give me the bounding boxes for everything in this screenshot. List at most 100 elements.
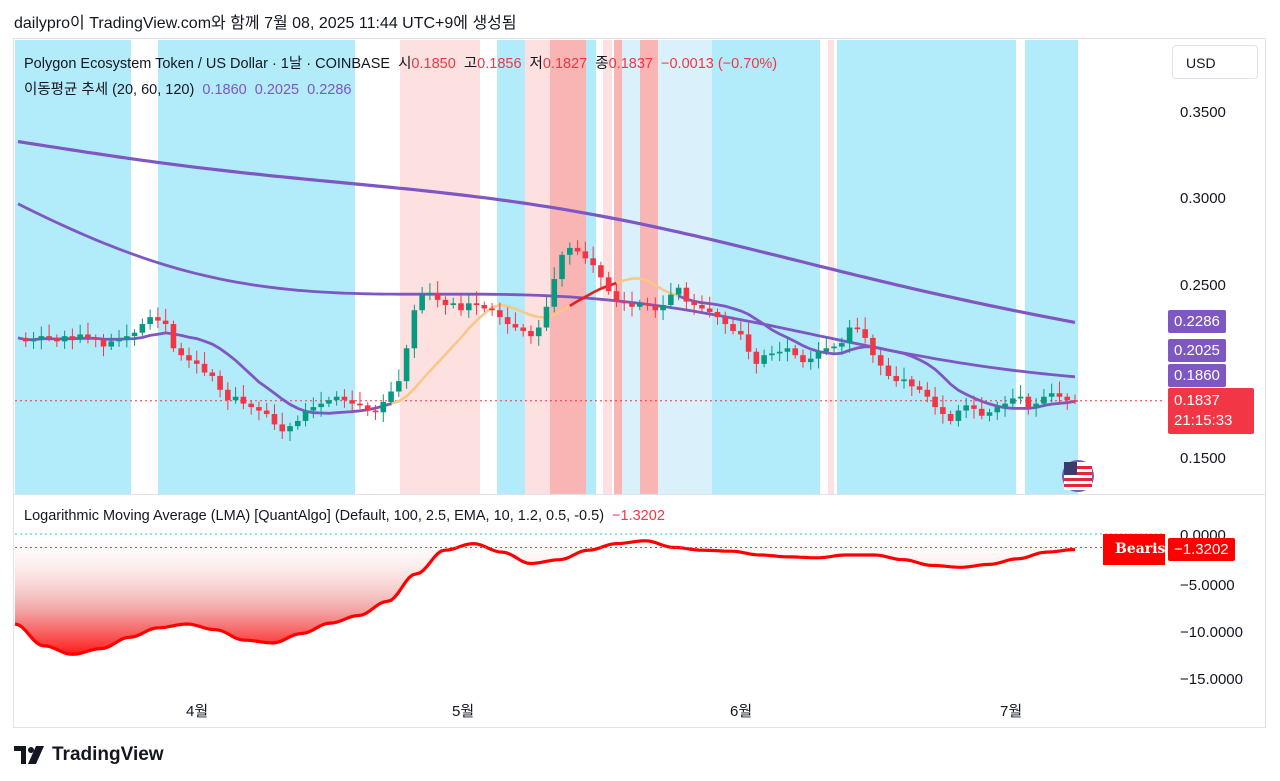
candle-body [396, 381, 402, 392]
candle-body [434, 292, 441, 300]
ma20-trend-orange [390, 303, 571, 405]
candle-body [349, 400, 355, 404]
candle-body [691, 301, 697, 306]
countdown-value: 21:15:33 [1174, 412, 1233, 429]
candle-body [862, 329, 868, 338]
candle-body [225, 389, 231, 401]
lma-line [14, 539, 1076, 656]
candle-body [85, 334, 91, 338]
candle-body [846, 327, 853, 344]
candle-body [357, 403, 363, 406]
ma60-price-tag: 0.2025 [1168, 339, 1226, 362]
brand-name: TradingView [52, 744, 164, 765]
candle-body [854, 327, 861, 330]
candle-body [1002, 403, 1008, 408]
candle-body [442, 299, 449, 306]
candle-body [209, 372, 216, 376]
candle-body [294, 420, 301, 427]
candle-body [660, 305, 666, 311]
change-value: −0.0013 (−0.70%) [661, 56, 778, 72]
candle-body [372, 410, 379, 413]
trend-band [640, 40, 658, 494]
candle-body [947, 414, 954, 421]
price-tick: 0.3500 [1180, 104, 1226, 121]
price-tick: 0.1500 [1180, 450, 1226, 467]
candle-body [745, 334, 752, 352]
close-label: 종 [595, 56, 609, 72]
lma-last-tag: −1.3202 [1168, 538, 1235, 561]
time-label: 4월 [186, 703, 209, 720]
ma120-price-tag: 0.2286 [1168, 310, 1226, 333]
candle-body [116, 339, 122, 342]
time-label: 6월 [730, 703, 753, 720]
symbol-title[interactable]: Polygon Ecosystem Token / US Dollar · 1날… [24, 56, 391, 72]
candle-body [279, 424, 286, 432]
candle-body [186, 355, 192, 361]
candle-body [147, 317, 153, 325]
candle-body [769, 353, 775, 356]
trend-band [158, 40, 355, 494]
candle-body [108, 341, 115, 347]
candle-body [807, 358, 814, 363]
lma-legend: Logarithmic Moving Average (LMA) [QuantA… [24, 508, 669, 524]
ma-title[interactable]: 이동평균 추세 (20, 60, 120) [24, 82, 195, 98]
candle-body [598, 265, 604, 278]
last-price-value: 0.1837 [1174, 392, 1220, 409]
candle-body [753, 351, 760, 364]
candle-body [963, 405, 969, 411]
candle-body [504, 317, 511, 325]
candle-body [738, 330, 744, 335]
ma120-value: 0.2286 [307, 82, 352, 98]
candle-body [38, 336, 45, 340]
candle-body [318, 403, 324, 408]
candle-body [217, 375, 223, 390]
candle-body [800, 355, 806, 363]
candle-body [722, 317, 729, 325]
ma20-trend-orange [615, 277, 679, 298]
candle-body [232, 396, 239, 401]
candle-body [388, 391, 394, 402]
candle-body [535, 327, 542, 337]
candle-body [582, 251, 589, 259]
candle-body [978, 408, 985, 416]
candle-body [636, 303, 643, 307]
currency-button[interactable]: USD [1172, 45, 1258, 79]
candle-body [776, 351, 783, 354]
low-value: 0.1827 [542, 56, 588, 72]
lma-title[interactable]: Logarithmic Moving Average (LMA) [QuantA… [24, 508, 605, 524]
candle-body [605, 277, 612, 292]
price-tick: 0.3000 [1180, 190, 1226, 207]
candle-body [1010, 398, 1016, 404]
candle-body [69, 336, 76, 340]
candle-body [870, 337, 876, 356]
us-flag-icon[interactable] [1062, 460, 1094, 492]
candle-body [644, 303, 651, 306]
open-label: 시 [398, 56, 412, 72]
candle-body [100, 339, 107, 347]
tradingview-logo[interactable]: TradingView [14, 744, 164, 766]
candle-body [559, 254, 565, 280]
candle-body [877, 355, 884, 366]
candle-body [61, 336, 68, 342]
tradingview-logo-icon [14, 746, 44, 764]
candle-body [256, 407, 262, 411]
candle-body [901, 379, 907, 382]
candle-body [823, 348, 830, 352]
high-label: 고 [463, 56, 478, 72]
candle-body [512, 324, 519, 328]
candle-body [675, 287, 682, 295]
candle-body [621, 301, 628, 304]
candle-body [271, 414, 278, 425]
candle-body [458, 303, 464, 311]
candle-body [310, 407, 317, 411]
candle-body [178, 348, 185, 356]
candle-body [473, 303, 480, 306]
candle-body [193, 360, 200, 364]
trend-band [525, 40, 550, 494]
candle-body [551, 279, 558, 307]
candle-body [1041, 396, 1047, 404]
candle-body [170, 324, 177, 349]
candle-body [201, 363, 208, 373]
candle-body [497, 310, 503, 318]
